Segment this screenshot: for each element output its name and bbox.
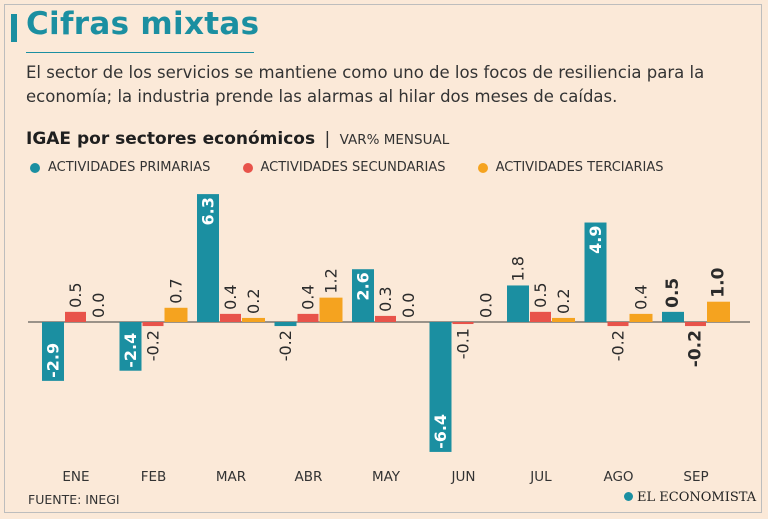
data-label-sep-s2: -0.2 — [686, 330, 706, 367]
legend-dot-secundarias — [242, 162, 253, 173]
data-label-jul-s3: 0.2 — [554, 288, 573, 313]
bar-jul-s1 — [507, 285, 529, 322]
brand-icon — [624, 492, 633, 501]
infographic-frame — [4, 4, 762, 513]
chart-heading-separator: | — [324, 129, 331, 149]
data-label-jun-s2: -0.1 — [454, 328, 473, 359]
data-label-may-s3: 0.0 — [399, 293, 418, 318]
data-label-sep-s1: 0.5 — [663, 278, 683, 308]
bar-jun-s2 — [452, 322, 474, 325]
legend-item-secundarias: ACTIVIDADES SECUNDARIAS — [242, 160, 446, 175]
data-label-feb-s3: 0.7 — [167, 278, 186, 303]
chart-unit: VAR% MENSUAL — [339, 132, 450, 148]
category-label-feb: FEB — [141, 469, 167, 485]
page-title: Cifras mixtas — [26, 6, 260, 42]
title-accent-bar — [11, 14, 17, 42]
data-label-feb-s1: -2.4 — [121, 333, 140, 368]
brand-name: EL ECONOMISTA — [637, 490, 757, 505]
bar-sep-s3 — [707, 301, 730, 322]
category-label-abr: ABR — [295, 469, 323, 485]
legend-dot-primarias — [30, 162, 40, 173]
bar-may-s2 — [375, 315, 396, 322]
bar-may-s1 — [352, 269, 374, 322]
category-label-jul: JUL — [529, 469, 552, 485]
brand-logo: EL ECONOMISTA — [624, 490, 756, 505]
chart-heading: IGAE por sectores económicos | VAR% MENS… — [26, 129, 449, 149]
title-underline — [26, 52, 254, 53]
data-label-ene-s1: -2.9 — [44, 343, 63, 378]
bar-mar-s2 — [220, 313, 241, 322]
legend-item-primarias: ACTIVIDADES PRIMARIAS — [30, 160, 210, 175]
bar-abr-s1 — [274, 322, 297, 327]
data-label-mar-s1: 6.3 — [199, 197, 218, 225]
data-label-jun-s3: 0.0 — [477, 293, 496, 318]
bar-sep-s1 — [662, 311, 684, 322]
bar-ene-s2 — [65, 311, 86, 322]
data-label-ago-s3: 0.4 — [632, 284, 651, 309]
category-label-mar: MAR — [216, 469, 246, 485]
chart-title: IGAE por sectores económicos — [26, 129, 316, 149]
chart-legend: ACTIVIDADES PRIMARIAS ACTIVIDADES SECUND… — [30, 160, 692, 177]
bar-ene-s1 — [42, 322, 64, 381]
bar-sep-s2 — [685, 322, 706, 327]
data-label-jul-s1: 1.8 — [509, 256, 528, 281]
legend-dot-terciarias — [477, 162, 488, 173]
data-label-jul-s2: 0.5 — [531, 282, 550, 307]
data-label-abr-s3: 1.2 — [322, 268, 341, 293]
category-label-ene: ENE — [62, 469, 89, 485]
bar-jul-s2 — [530, 311, 551, 322]
data-label-mar-s2: 0.4 — [221, 284, 240, 309]
data-label-sep-s3: 1.0 — [709, 267, 729, 297]
legend-item-terciarias: ACTIVIDADES TERCIARIAS — [477, 160, 664, 175]
bar-jul-s3 — [552, 317, 575, 322]
bar-mar-s1 — [197, 194, 219, 322]
category-label-jun: JUN — [451, 469, 476, 485]
data-label-may-s2: 0.3 — [376, 286, 395, 311]
data-label-ene-s3: 0.0 — [89, 293, 108, 318]
bar-abr-s2 — [297, 313, 319, 322]
legend-label-secundarias: ACTIVIDADES SECUNDARIAS — [260, 160, 446, 175]
bar-abr-s3 — [319, 297, 343, 322]
bar-jun-s1 — [429, 322, 452, 452]
data-label-abr-s2: 0.4 — [299, 284, 318, 309]
data-label-ago-s2: -0.2 — [609, 330, 628, 361]
data-label-abr-s1: -0.2 — [276, 330, 295, 361]
legend-label-terciarias: ACTIVIDADES TERCIARIAS — [495, 160, 664, 175]
subtitle: El sector de los servicios se mantiene c… — [26, 63, 705, 106]
legend-label-primarias: ACTIVIDADES PRIMARIAS — [48, 160, 211, 175]
bar-ago-s3 — [629, 313, 653, 322]
bar-ago-s2 — [607, 322, 629, 327]
data-label-ene-s2: 0.5 — [66, 282, 85, 307]
bar-feb-s2 — [142, 322, 164, 327]
data-label-ago-s1: 4.9 — [586, 226, 605, 254]
bar-feb-s1 — [119, 322, 142, 371]
data-label-mar-s3: 0.2 — [244, 288, 263, 313]
data-label-may-s1: 2.6 — [354, 272, 373, 300]
data-label-feb-s2: -0.2 — [144, 330, 163, 361]
source-note: FUENTE: INEGI — [28, 492, 120, 507]
bar-mar-s3 — [242, 317, 265, 322]
data-label-jun-s1: -6.4 — [431, 414, 450, 449]
bar-ago-s1 — [584, 222, 607, 322]
category-label-sep: SEP — [683, 469, 708, 485]
category-label-ago: AGO — [603, 469, 633, 485]
category-label-may: MAY — [372, 469, 401, 485]
bar-feb-s3 — [164, 307, 188, 322]
